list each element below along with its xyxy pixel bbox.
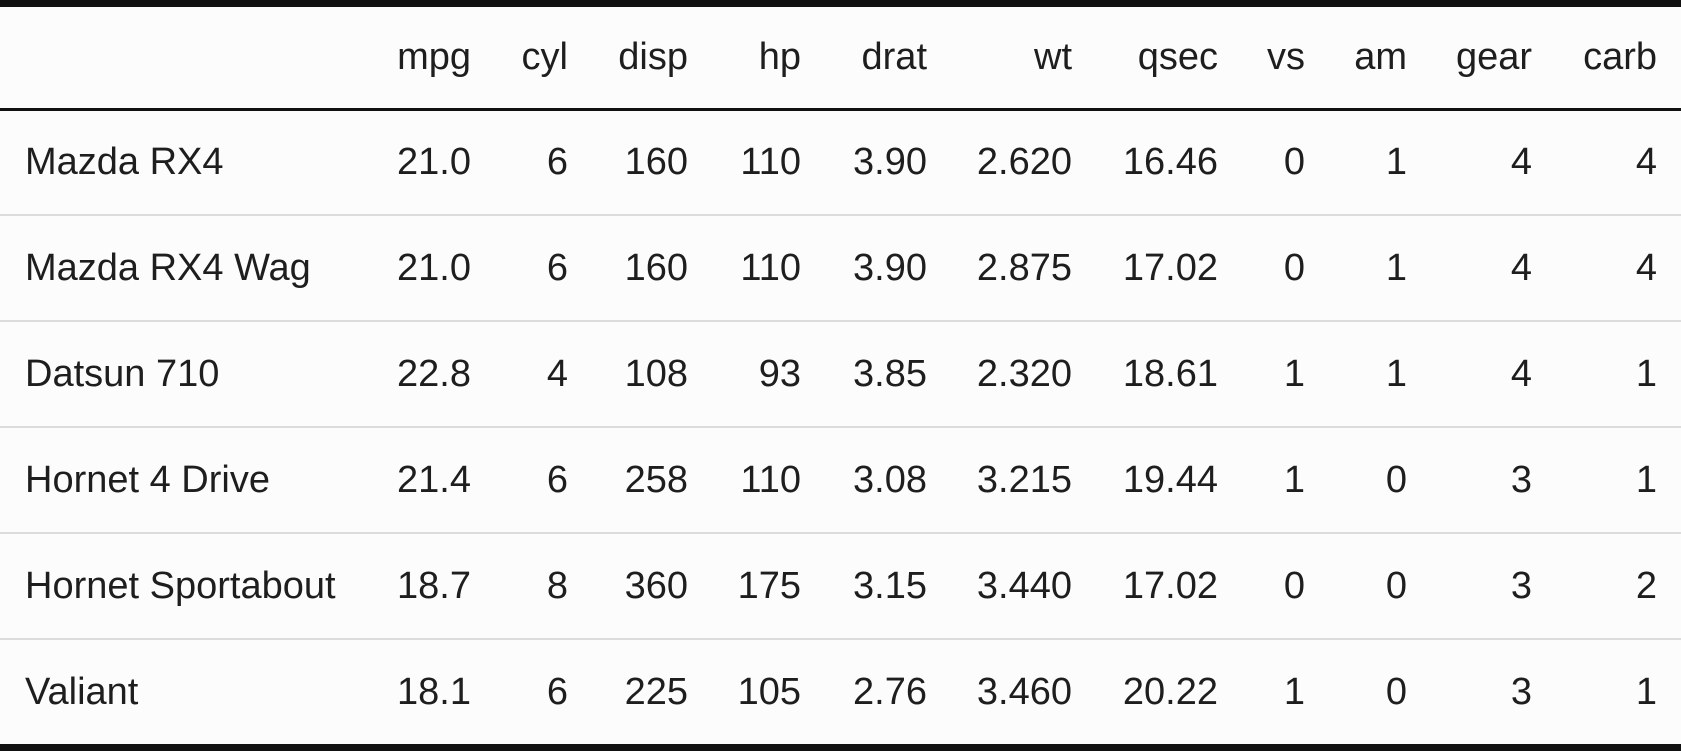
table-row: Hornet Sportabout 18.7 8 360 175 3.15 3.440 17.…	[0, 533, 1681, 640]
cell-am: 0	[1305, 427, 1407, 534]
cell-hp: 110	[688, 109, 801, 216]
data-table: mpg cyl disp hp drat wt qsec vs am gear …	[0, 7, 1681, 745]
cell-mpg: 21.0	[345, 109, 471, 216]
table-row: Mazda RX4 Wag 21.0 6 160 110 3.90 2.875 17.02 0 1…	[0, 215, 1681, 322]
cell-hp: 110	[688, 215, 801, 322]
cell-gear: 3	[1510, 671, 1532, 713]
cell-wt: 3.440	[927, 533, 1072, 640]
column-header-qsec: qsec	[1072, 7, 1218, 111]
cell-disp: 108	[568, 321, 688, 428]
cell-drat: 3.15	[801, 533, 927, 640]
cell-rowname: Mazda RX4 Wag	[0, 215, 345, 322]
cell-rowname: Datsun 710	[0, 321, 345, 428]
table-row: Valiant 18.1 6 225 105 2.76 3.460 20.22 1 0 3 1	[0, 639, 1681, 745]
cell-mpg: 21.4	[345, 427, 471, 534]
header-row: mpg cyl disp hp drat wt qsec vs am gear …	[0, 7, 1681, 111]
column-header-mpg: mpg	[345, 7, 471, 111]
cell-carb: 1	[1635, 671, 1657, 713]
cell-disp: 160	[568, 215, 688, 322]
cell-cyl: 8	[471, 533, 568, 640]
bottom-rule	[0, 744, 1681, 751]
cell-carb: 1	[1532, 321, 1681, 428]
column-header-hp: hp	[688, 7, 801, 111]
cell-mpg: 18.7	[345, 533, 471, 640]
column-header-rowname	[0, 7, 345, 111]
cell-vs: 0	[1218, 109, 1305, 216]
cell-wt: 2.620	[927, 109, 1072, 216]
cell-wt: 3.460	[976, 671, 1072, 713]
cell-rowname: Valiant	[25, 671, 139, 713]
cell-wt: 3.215	[927, 427, 1072, 534]
table-row: Mazda RX4 21.0 6 160 110 3.90 2.620 16.46 0 1 4 4	[0, 109, 1681, 216]
cell-carb: 4	[1532, 109, 1681, 216]
cell-cyl: 6	[471, 215, 568, 322]
cell-vs: 1	[1218, 427, 1305, 534]
cell-qsec: 16.46	[1072, 109, 1218, 216]
table-body: Mazda RX4 21.0 6 160 110 3.90 2.620 16.46 0 1 4 4 Ma…	[0, 109, 1681, 745]
cell-hp: 93	[688, 321, 801, 428]
cell-rowname: Mazda RX4	[0, 109, 345, 216]
cell-mpg: 21.0	[345, 215, 471, 322]
column-header-gear: gear	[1407, 7, 1532, 111]
cell-wt: 2.875	[927, 215, 1072, 322]
cell-cyl: 6	[546, 671, 568, 713]
column-header-am: am	[1305, 7, 1407, 111]
cell-am: 1	[1305, 215, 1407, 322]
cell-hp: 105	[737, 671, 801, 713]
cell-hp: 175	[688, 533, 801, 640]
cell-qsec: 17.02	[1072, 215, 1218, 322]
cell-gear: 3	[1407, 533, 1532, 640]
cell-cyl: 6	[471, 109, 568, 216]
cell-disp: 360	[568, 533, 688, 640]
cell-mpg: 22.8	[345, 321, 471, 428]
cell-gear: 4	[1407, 215, 1532, 322]
column-header-vs: vs	[1218, 7, 1305, 111]
cell-disp: 160	[568, 109, 688, 216]
cell-am: 1	[1305, 321, 1407, 428]
cell-rowname: Hornet Sportabout	[0, 533, 345, 640]
cell-qsec: 19.44	[1072, 427, 1218, 534]
cell-vs: 0	[1218, 533, 1305, 640]
cell-qsec: 18.61	[1072, 321, 1218, 428]
cell-cyl: 4	[471, 321, 568, 428]
cell-gear: 4	[1407, 321, 1532, 428]
cell-am: 1	[1305, 109, 1407, 216]
cell-gear: 3	[1407, 427, 1532, 534]
cell-qsec: 17.02	[1072, 533, 1218, 640]
column-header-carb: carb	[1532, 7, 1681, 111]
cell-hp: 110	[688, 427, 801, 534]
cell-drat: 3.85	[801, 321, 927, 428]
column-header-wt: wt	[927, 7, 1072, 111]
cell-cyl: 6	[471, 427, 568, 534]
cell-am: 0	[1385, 671, 1407, 713]
table-row: Hornet 4 Drive 21.4 6 258 110 3.08 3.215 19.44 1…	[0, 427, 1681, 534]
column-header-cyl: cyl	[471, 7, 568, 111]
top-rule	[0, 0, 1681, 7]
cell-disp: 225	[624, 671, 688, 713]
cell-vs: 1	[1218, 321, 1305, 428]
cell-carb: 2	[1532, 533, 1681, 640]
cell-vs: 1	[1283, 671, 1305, 713]
cell-vs: 0	[1218, 215, 1305, 322]
cell-drat: 2.76	[853, 671, 927, 713]
table-row: Datsun 710 22.8 4 108 93 3.85 2.320 18.61 1 1 4 1	[0, 321, 1681, 428]
cell-carb: 4	[1532, 215, 1681, 322]
column-header-disp: disp	[568, 7, 688, 111]
column-header-drat: drat	[801, 7, 927, 111]
cell-carb: 1	[1532, 427, 1681, 534]
cell-gear: 4	[1407, 109, 1532, 216]
cell-disp: 258	[568, 427, 688, 534]
cell-am: 0	[1305, 533, 1407, 640]
cell-drat: 3.08	[801, 427, 927, 534]
cell-qsec: 20.22	[1122, 671, 1218, 713]
cell-wt: 2.320	[927, 321, 1072, 428]
cell-drat: 3.90	[801, 109, 927, 216]
cell-drat: 3.90	[801, 215, 927, 322]
cell-mpg: 18.1	[397, 671, 471, 713]
cell-rowname: Hornet 4 Drive	[0, 427, 345, 534]
